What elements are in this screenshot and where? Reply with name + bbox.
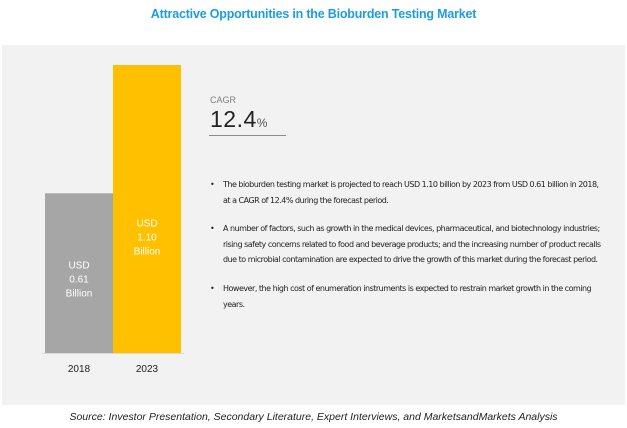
- cagr-underline: [209, 135, 286, 136]
- page-title: Attractive Opportunities in the Bioburde…: [150, 7, 477, 21]
- bar-2023: [113, 65, 181, 353]
- cagr-unit: %: [256, 116, 268, 130]
- bar-value-label: Billion: [66, 289, 93, 300]
- source-note: Source: Investor Presentation, Secondary…: [69, 411, 558, 423]
- finding-text: A number of factors, such as growth in t…: [223, 224, 601, 265]
- x-tick-label: 2018: [68, 364, 91, 375]
- bullet-icon: •: [210, 283, 215, 293]
- bar-value-label: 0.61: [69, 275, 89, 286]
- bullet-icon: •: [210, 180, 215, 189]
- finding-text: The bioburden testing market is projecte…: [223, 180, 599, 205]
- bar-value-label: USD: [68, 261, 89, 272]
- finding-item: • The bioburden testing market is project…: [210, 177, 605, 208]
- finding-item: • A number of factors, such as growth in …: [210, 221, 605, 268]
- cagr-number: 12.4: [210, 106, 257, 132]
- bullet-icon: •: [210, 224, 215, 234]
- x-tick-label: 2023: [136, 364, 159, 375]
- bar-2018: [45, 193, 113, 353]
- finding-text: However, the high cost of enumeration in…: [223, 283, 592, 309]
- finding-item: • However, the high cost of enumeration i…: [210, 281, 605, 312]
- cagr-value: 12.4%: [210, 106, 268, 133]
- bar-value-label: Billion: [134, 247, 161, 258]
- bar-value-label: USD: [136, 219, 157, 230]
- cagr-label: CAGR: [210, 95, 237, 105]
- bar-value-label: 1.10: [137, 233, 157, 244]
- key-findings-list: • The bioburden testing market is project…: [210, 177, 605, 325]
